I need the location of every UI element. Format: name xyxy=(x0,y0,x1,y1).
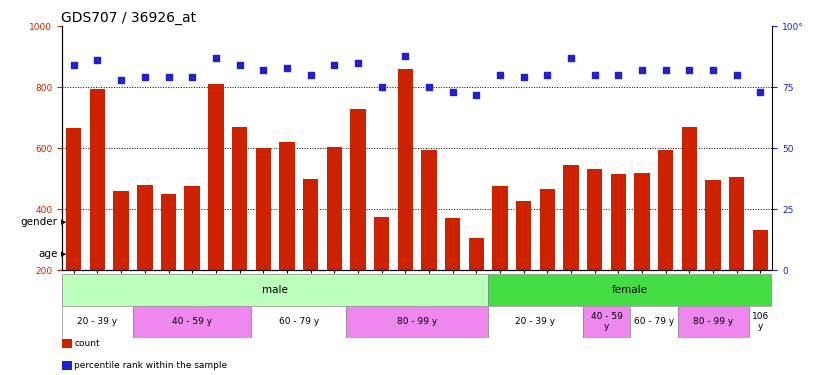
Text: 80 - 99 y: 80 - 99 y xyxy=(397,317,437,326)
Text: percentile rank within the sample: percentile rank within the sample xyxy=(74,361,227,370)
Text: 80 - 99 y: 80 - 99 y xyxy=(693,317,733,326)
Point xyxy=(233,62,246,68)
Bar xyxy=(184,186,200,270)
Point xyxy=(493,72,506,78)
Text: count: count xyxy=(74,339,100,348)
Bar xyxy=(66,128,82,270)
Bar xyxy=(563,165,579,270)
Bar xyxy=(468,238,484,270)
Point xyxy=(422,84,435,90)
Point xyxy=(683,67,696,73)
Point xyxy=(446,89,459,95)
Bar xyxy=(208,84,224,270)
Point xyxy=(706,67,719,73)
Bar xyxy=(232,127,247,270)
Text: ▶: ▶ xyxy=(61,219,67,225)
Point xyxy=(517,74,530,81)
Bar xyxy=(539,189,555,270)
Point xyxy=(470,92,483,98)
Point xyxy=(730,72,743,78)
Text: GDS707 / 36926_at: GDS707 / 36926_at xyxy=(61,11,197,25)
Text: gender: gender xyxy=(21,217,58,227)
Text: female: female xyxy=(612,285,648,295)
Bar xyxy=(445,218,460,270)
Point xyxy=(91,57,104,63)
Bar xyxy=(729,177,744,270)
Point xyxy=(209,55,222,61)
Bar xyxy=(303,179,318,270)
Bar xyxy=(397,69,413,270)
Point xyxy=(280,64,293,70)
Point xyxy=(138,74,151,81)
Point xyxy=(659,67,672,73)
Bar xyxy=(488,306,583,338)
Point xyxy=(351,60,364,66)
Bar xyxy=(677,306,748,338)
Bar xyxy=(681,127,697,270)
Bar xyxy=(492,186,508,270)
Bar xyxy=(255,148,271,270)
Text: 60 - 79 y: 60 - 79 y xyxy=(634,317,674,326)
Point xyxy=(257,67,270,73)
Bar xyxy=(748,306,772,338)
Point xyxy=(564,55,577,61)
Text: 106
y: 106 y xyxy=(752,312,769,331)
Bar xyxy=(346,306,488,338)
Text: age: age xyxy=(39,249,58,259)
Bar xyxy=(705,180,721,270)
Bar xyxy=(752,230,768,270)
Point xyxy=(541,72,554,78)
Bar xyxy=(161,194,176,270)
Bar xyxy=(279,142,295,270)
Bar xyxy=(516,201,531,270)
Bar xyxy=(350,108,366,270)
Bar xyxy=(374,217,389,270)
Bar xyxy=(634,172,650,270)
Point xyxy=(115,77,128,83)
Bar xyxy=(488,274,772,306)
Point xyxy=(375,84,388,90)
Text: 40 - 59
y: 40 - 59 y xyxy=(591,312,623,331)
Text: 60 - 79 y: 60 - 79 y xyxy=(278,317,319,326)
Bar xyxy=(113,191,129,270)
Text: 20 - 39 y: 20 - 39 y xyxy=(515,317,556,326)
Bar xyxy=(137,185,153,270)
Bar xyxy=(133,306,251,338)
Bar xyxy=(421,150,437,270)
Bar xyxy=(326,147,342,270)
Point xyxy=(588,72,601,78)
Bar xyxy=(251,306,346,338)
Bar xyxy=(62,274,488,306)
Bar xyxy=(583,306,630,338)
Text: ▶: ▶ xyxy=(61,251,67,257)
Point xyxy=(304,72,317,78)
Point xyxy=(612,72,625,78)
Text: 40 - 59 y: 40 - 59 y xyxy=(172,317,212,326)
Point xyxy=(754,89,767,95)
Bar xyxy=(90,89,105,270)
Bar xyxy=(587,170,602,270)
Bar xyxy=(658,150,673,270)
Point xyxy=(67,62,80,68)
Point xyxy=(162,74,175,81)
Point xyxy=(186,74,199,81)
Point xyxy=(399,53,412,58)
Bar xyxy=(610,174,626,270)
Bar xyxy=(630,306,677,338)
Point xyxy=(328,62,341,68)
Point xyxy=(635,67,648,73)
Text: 20 - 39 y: 20 - 39 y xyxy=(78,317,117,326)
Bar xyxy=(62,306,133,338)
Text: male: male xyxy=(262,285,288,295)
